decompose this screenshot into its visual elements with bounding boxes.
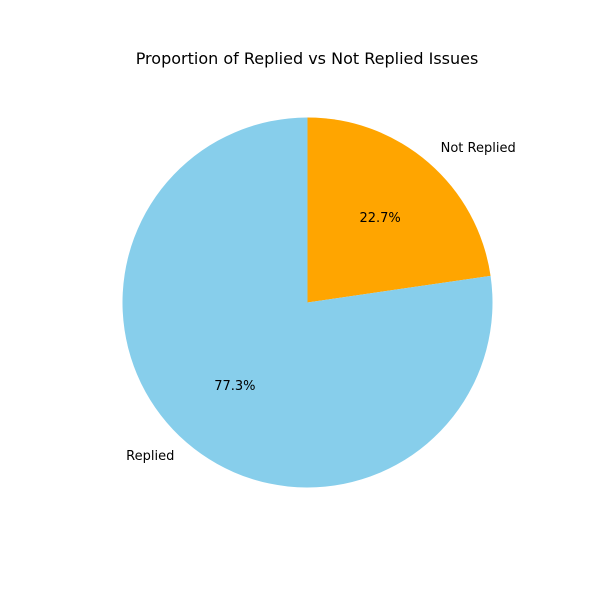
pie-slices xyxy=(122,117,493,488)
slice-label-not-replied: Not Replied xyxy=(441,141,516,156)
pct-label-not-replied: 22.7% xyxy=(359,211,400,226)
pie-slice-replied xyxy=(122,117,493,488)
chart-title: Proportion of Replied vs Not Replied Iss… xyxy=(136,49,479,68)
pie-labels: Not Replied 22.7% Replied 77.3% xyxy=(126,141,516,464)
pct-label-replied: 77.3% xyxy=(214,379,255,394)
slice-label-replied: Replied xyxy=(126,449,174,464)
pie-slice-not-replied xyxy=(307,117,491,303)
